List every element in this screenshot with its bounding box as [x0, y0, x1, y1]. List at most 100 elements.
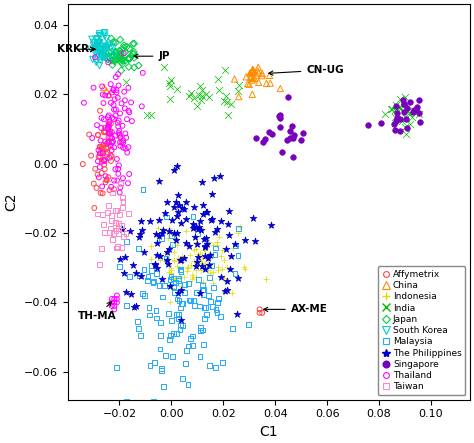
Point [210, 268, 217, 276]
Point [166, 276, 174, 283]
Point [129, 40, 137, 47]
Point [117, 36, 124, 43]
Point [177, 220, 185, 227]
Point [160, 412, 167, 419]
Point [87, 152, 95, 159]
Point [103, 150, 110, 157]
Point [95, 46, 103, 53]
Point [125, 171, 133, 178]
Point [123, 398, 131, 405]
Point [94, 39, 102, 47]
Point [103, 176, 110, 183]
Point [215, 264, 222, 271]
Point [204, 292, 212, 299]
Point [109, 189, 117, 196]
Point [96, 39, 104, 47]
Point [132, 303, 139, 310]
Point [117, 52, 124, 59]
Point [178, 300, 185, 307]
Point [103, 209, 111, 216]
Point [242, 73, 250, 80]
Point [226, 208, 233, 215]
Point [194, 230, 201, 237]
Point [88, 36, 96, 43]
Point [401, 109, 408, 116]
Point [255, 70, 263, 77]
Point [105, 52, 112, 59]
Point [100, 161, 108, 168]
Point [102, 140, 110, 148]
Point [99, 47, 106, 54]
Point [234, 229, 241, 237]
Point [180, 274, 188, 281]
Point [216, 86, 223, 93]
Point [98, 83, 106, 90]
Point [283, 136, 291, 144]
Point [100, 156, 108, 163]
Point [171, 257, 178, 264]
Point [118, 122, 126, 129]
Point [116, 110, 124, 117]
Point [148, 262, 155, 269]
Point [152, 307, 160, 314]
Point [97, 137, 104, 144]
Point [175, 296, 183, 303]
Point [94, 210, 101, 218]
Point [100, 31, 108, 38]
Point [171, 167, 178, 174]
Point [247, 73, 255, 80]
Point [204, 262, 211, 269]
Point [113, 155, 121, 163]
Point [161, 63, 168, 70]
Point [153, 240, 161, 247]
Point [102, 145, 110, 152]
Point [173, 311, 181, 318]
Point [222, 93, 229, 100]
Point [182, 360, 189, 367]
Point [203, 90, 210, 97]
Point [120, 50, 128, 57]
Point [189, 333, 196, 340]
Point [182, 216, 189, 223]
Point [102, 173, 109, 180]
Point [211, 245, 219, 252]
Point [166, 82, 173, 89]
Point [128, 117, 136, 124]
Point [174, 208, 182, 215]
Text: AX-ME: AX-ME [264, 304, 328, 315]
Point [94, 40, 102, 47]
Point [196, 353, 204, 360]
Point [241, 236, 248, 243]
Point [135, 325, 143, 332]
Point [165, 225, 173, 232]
Point [98, 54, 105, 61]
Point [247, 74, 255, 81]
Point [95, 47, 102, 54]
Text: KR: KR [57, 44, 95, 54]
Point [153, 270, 160, 277]
Point [224, 111, 232, 118]
Point [91, 44, 99, 51]
Point [276, 111, 284, 118]
Point [256, 309, 264, 316]
Point [93, 42, 100, 49]
Point [158, 229, 166, 237]
Point [148, 267, 155, 274]
Point [120, 269, 128, 276]
Point [158, 367, 165, 374]
Point [100, 129, 108, 136]
Point [99, 145, 106, 152]
Point [290, 132, 298, 139]
Point [105, 92, 112, 99]
Point [234, 252, 242, 259]
Point [174, 289, 182, 296]
Point [100, 54, 108, 61]
Point [162, 352, 170, 359]
Point [161, 282, 168, 289]
Point [108, 57, 116, 64]
Point [204, 254, 212, 261]
Point [122, 302, 130, 309]
Point [126, 109, 133, 116]
Point [166, 299, 173, 306]
Point [96, 153, 104, 160]
